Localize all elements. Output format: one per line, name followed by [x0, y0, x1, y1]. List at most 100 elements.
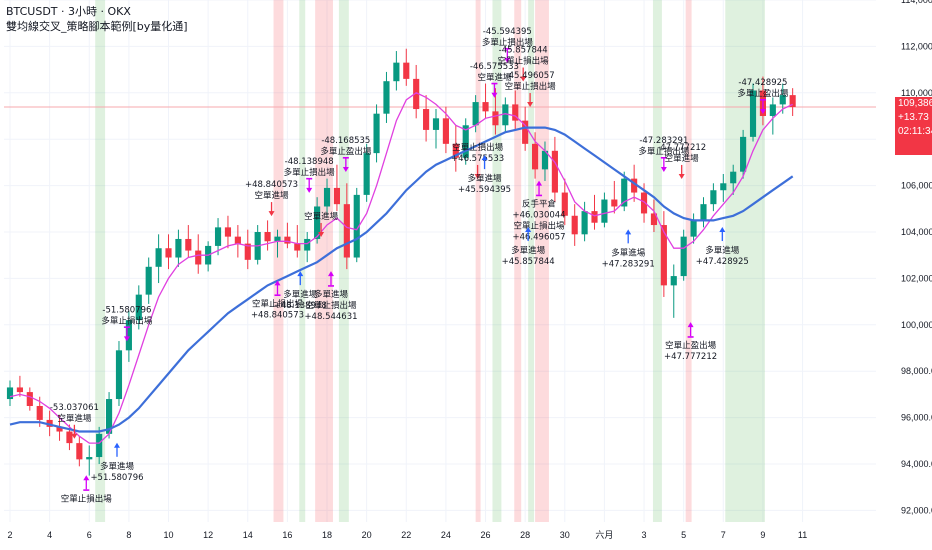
candle-body: [105, 399, 113, 434]
signal-band: [299, 0, 306, 522]
signal-label: 多單止盈出場: [320, 146, 372, 157]
signal-arrow-head: [481, 155, 488, 161]
signal-label: 空單止損出場: [252, 298, 304, 309]
signal-label: 多單止損出場: [284, 167, 336, 178]
candle-body: [135, 294, 142, 321]
signal-band: [273, 0, 284, 522]
candle-body: [779, 95, 786, 105]
y-tick-label: 110,000.0: [901, 88, 932, 98]
candle-body: [36, 406, 43, 420]
signal-arrow-head: [274, 280, 281, 286]
candle-body: [66, 431, 73, 444]
candle-body: [333, 187, 341, 205]
signal-band: [725, 0, 765, 522]
candle-body: [680, 236, 687, 277]
signal-label: 空單止損出場: [498, 56, 550, 67]
signal-label: 多單止盈出場: [737, 88, 789, 99]
candle-body: [611, 199, 618, 207]
candle-body: [264, 232, 271, 242]
signal-arrow-head: [474, 173, 481, 179]
y-tick-label: 112,000.0: [901, 41, 932, 51]
y-tick-label: 106,000.0: [901, 181, 932, 191]
signal-arrow-head: [113, 442, 120, 448]
candle-body: [482, 102, 489, 112]
signal-label: +45.857844: [502, 257, 555, 267]
signal-label: +48.544631: [304, 312, 357, 322]
candle-body: [274, 236, 281, 242]
y-tick-label: 92,000.0: [901, 505, 932, 515]
candle-body: [115, 350, 123, 400]
signal-label: 多單進場: [705, 245, 740, 256]
signal-label: +48.138948: [274, 301, 327, 311]
signal-band: [338, 0, 349, 522]
signal-label: -47.283291: [639, 136, 688, 146]
signal-arrow-head: [83, 475, 90, 481]
signal-label: +46.496057: [512, 233, 565, 243]
candle-body: [462, 125, 469, 158]
signal-label: 多單進場: [283, 289, 318, 300]
candle-body: [472, 102, 479, 126]
signal-arrow-bar: [274, 294, 281, 296]
signal-arrow-head: [527, 102, 534, 108]
candle-body: [492, 111, 499, 126]
candle-body: [601, 199, 608, 223]
candle-body: [660, 225, 667, 286]
signal-arrow-head: [71, 433, 78, 439]
signal-arrow-head: [123, 336, 130, 342]
candle-body: [155, 248, 162, 267]
candle-body: [522, 120, 529, 144]
candle-body: [512, 104, 519, 121]
x-tick-label: 7: [721, 530, 726, 540]
candle-body: [541, 150, 549, 170]
candle-body: [86, 457, 93, 460]
signal-arrow-bar: [759, 99, 766, 101]
candle-body: [244, 243, 251, 260]
signal-label: -45.594395: [483, 27, 532, 37]
candle-body: [720, 183, 727, 191]
signal-arrow-head: [327, 271, 334, 277]
candle-body: [323, 187, 331, 207]
fast-ma-line: [9, 92, 793, 444]
candle-body: [631, 178, 638, 193]
x-tick-label: 8: [126, 530, 131, 540]
x-tick-label: 26: [481, 530, 491, 540]
candle-body: [670, 276, 677, 286]
candle-body: [224, 227, 232, 237]
x-tick-label: 4: [47, 530, 52, 540]
candle-body: [650, 213, 658, 226]
candle-body: [314, 206, 321, 239]
symbol-line[interactable]: BTCUSDT · 3小時 · OKX: [6, 5, 131, 18]
candle-body: [363, 153, 370, 195]
signal-arrow-bar: [491, 82, 498, 85]
candle-body: [571, 215, 578, 235]
signal-band: [652, 0, 662, 522]
signal-label: 多單進場: [611, 247, 646, 258]
candle-body: [442, 118, 449, 144]
signal-label: +47.777212: [664, 352, 717, 362]
candle-body: [749, 90, 757, 137]
x-tick-label: 3: [642, 530, 647, 540]
signal-label: +51.580796: [90, 473, 143, 483]
candle-body: [730, 171, 737, 184]
candle-body: [700, 204, 707, 221]
strategy-line[interactable]: 雙均線交叉_策略腳本範例[by量化通]: [6, 20, 188, 33]
bar-countdown-label: 02:11:34: [898, 126, 932, 137]
candle-body: [452, 143, 459, 158]
candle-body: [690, 220, 697, 237]
signal-arrow-head: [520, 76, 527, 82]
candle-body: [621, 178, 628, 207]
signal-label: 多單進場: [511, 245, 546, 256]
signal-label: -48.168535: [321, 136, 370, 146]
signal-label: 空單進場: [304, 211, 339, 222]
y-tick-label: 96,000.0: [901, 413, 932, 423]
candle-body: [432, 118, 440, 130]
candle-body: [145, 266, 152, 295]
candle-body: [640, 192, 648, 214]
candle-body: [125, 320, 132, 351]
signal-label: -47.777212: [657, 143, 706, 153]
signal-label: 多單進場: [314, 289, 349, 300]
signal-label: +47.283291: [602, 259, 655, 269]
signal-label: -48.138948: [285, 157, 334, 167]
